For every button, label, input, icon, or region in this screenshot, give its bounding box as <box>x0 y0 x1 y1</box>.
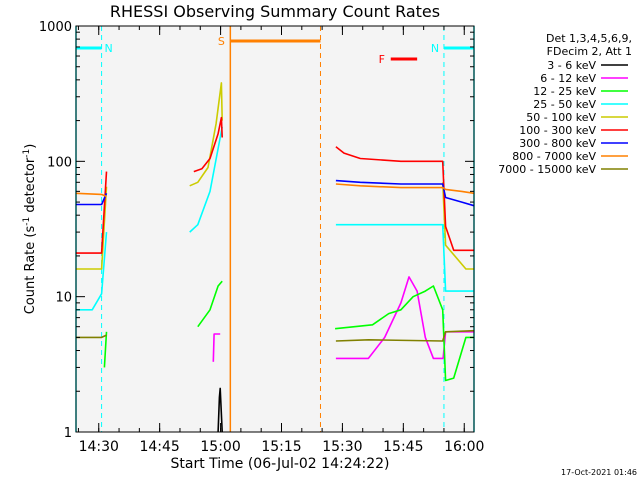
legend-entry-label: 50 - 100 keV <box>526 111 596 124</box>
legend-entry-label: 12 - 25 keV <box>533 85 596 98</box>
legend-entry-label: 800 - 7000 keV <box>512 150 596 163</box>
y-tick-label: 1000 <box>39 20 72 35</box>
series-300-to-800keV-line <box>76 179 475 207</box>
plot-area <box>76 26 474 432</box>
legend-entry-label: 6 - 12 keV <box>540 72 596 85</box>
night-interval-label: N <box>104 42 112 55</box>
flare-interval-label: F <box>379 53 385 66</box>
y-axis-label-main: Count Rate (s <box>23 226 38 315</box>
legend-entry-label: 300 - 800 keV <box>519 137 596 150</box>
y-axis-label: Count Rate (s-1 detector-1) <box>22 144 38 315</box>
legend: Det 1,3,4,5,6,9, FDecim 2, Att 1 3 - 6 k… <box>498 32 632 176</box>
legend-header-detectors: Det 1,3,4,5,6,9, <box>546 32 632 45</box>
chart-title: RHESSI Observing Summary Count Rates <box>110 2 440 21</box>
y-axis-label-sup2: -1 <box>22 149 32 158</box>
x-tick-label: 15:30 <box>322 439 362 455</box>
x-axis-label: Start Time (06-Jul-02 14:24:22) <box>170 456 389 472</box>
legend-entry-label: 3 - 6 keV <box>547 59 596 72</box>
y-axis-label-end: ) <box>23 144 38 149</box>
series-3-to-6keV-line <box>217 387 223 433</box>
x-axis: 14:30 14:45 15:00 15:15 15:30 15:45 16:00 <box>77 26 484 455</box>
y-tick-label: 10 <box>55 291 72 306</box>
series-12-to-25keV-line <box>103 280 474 382</box>
legend-entry-label: 25 - 50 keV <box>533 98 596 111</box>
x-tick-label: 15:45 <box>383 439 423 455</box>
footer-date: 17-Oct-2021 01:46 <box>561 468 637 477</box>
series-800-to-7000keV-line <box>75 183 475 198</box>
y-axis-label-mid: detector <box>23 157 38 217</box>
saa-interval-label: S <box>218 35 225 48</box>
night-interval-label: N <box>431 42 439 55</box>
x-tick-label: 15:00 <box>200 439 240 455</box>
legend-header-decimation: FDecim 2, Att 1 <box>547 45 632 58</box>
x-tick-label: 16:00 <box>444 439 484 455</box>
plot-frame <box>75 25 475 433</box>
series-layer <box>75 82 475 433</box>
y-axis-label-sup1: -1 <box>22 217 32 226</box>
y-tick-label: 1 <box>64 426 72 441</box>
x-tick-label: 14:30 <box>79 439 119 455</box>
legend-entry-label: 7000 - 15000 keV <box>498 163 596 176</box>
y-tick-label: 100 <box>47 155 72 170</box>
x-tick-label: 15:15 <box>261 439 301 455</box>
y-axis: 1 10 100 1000 <box>39 20 474 441</box>
series-7000-to-15000keV-line <box>76 329 475 342</box>
legend-entry-label: 100 - 300 keV <box>519 124 596 137</box>
x-tick-label: 14:45 <box>139 439 179 455</box>
series-25-to-50keV-line <box>76 126 474 311</box>
series-50-to-100keV-line <box>76 82 474 270</box>
